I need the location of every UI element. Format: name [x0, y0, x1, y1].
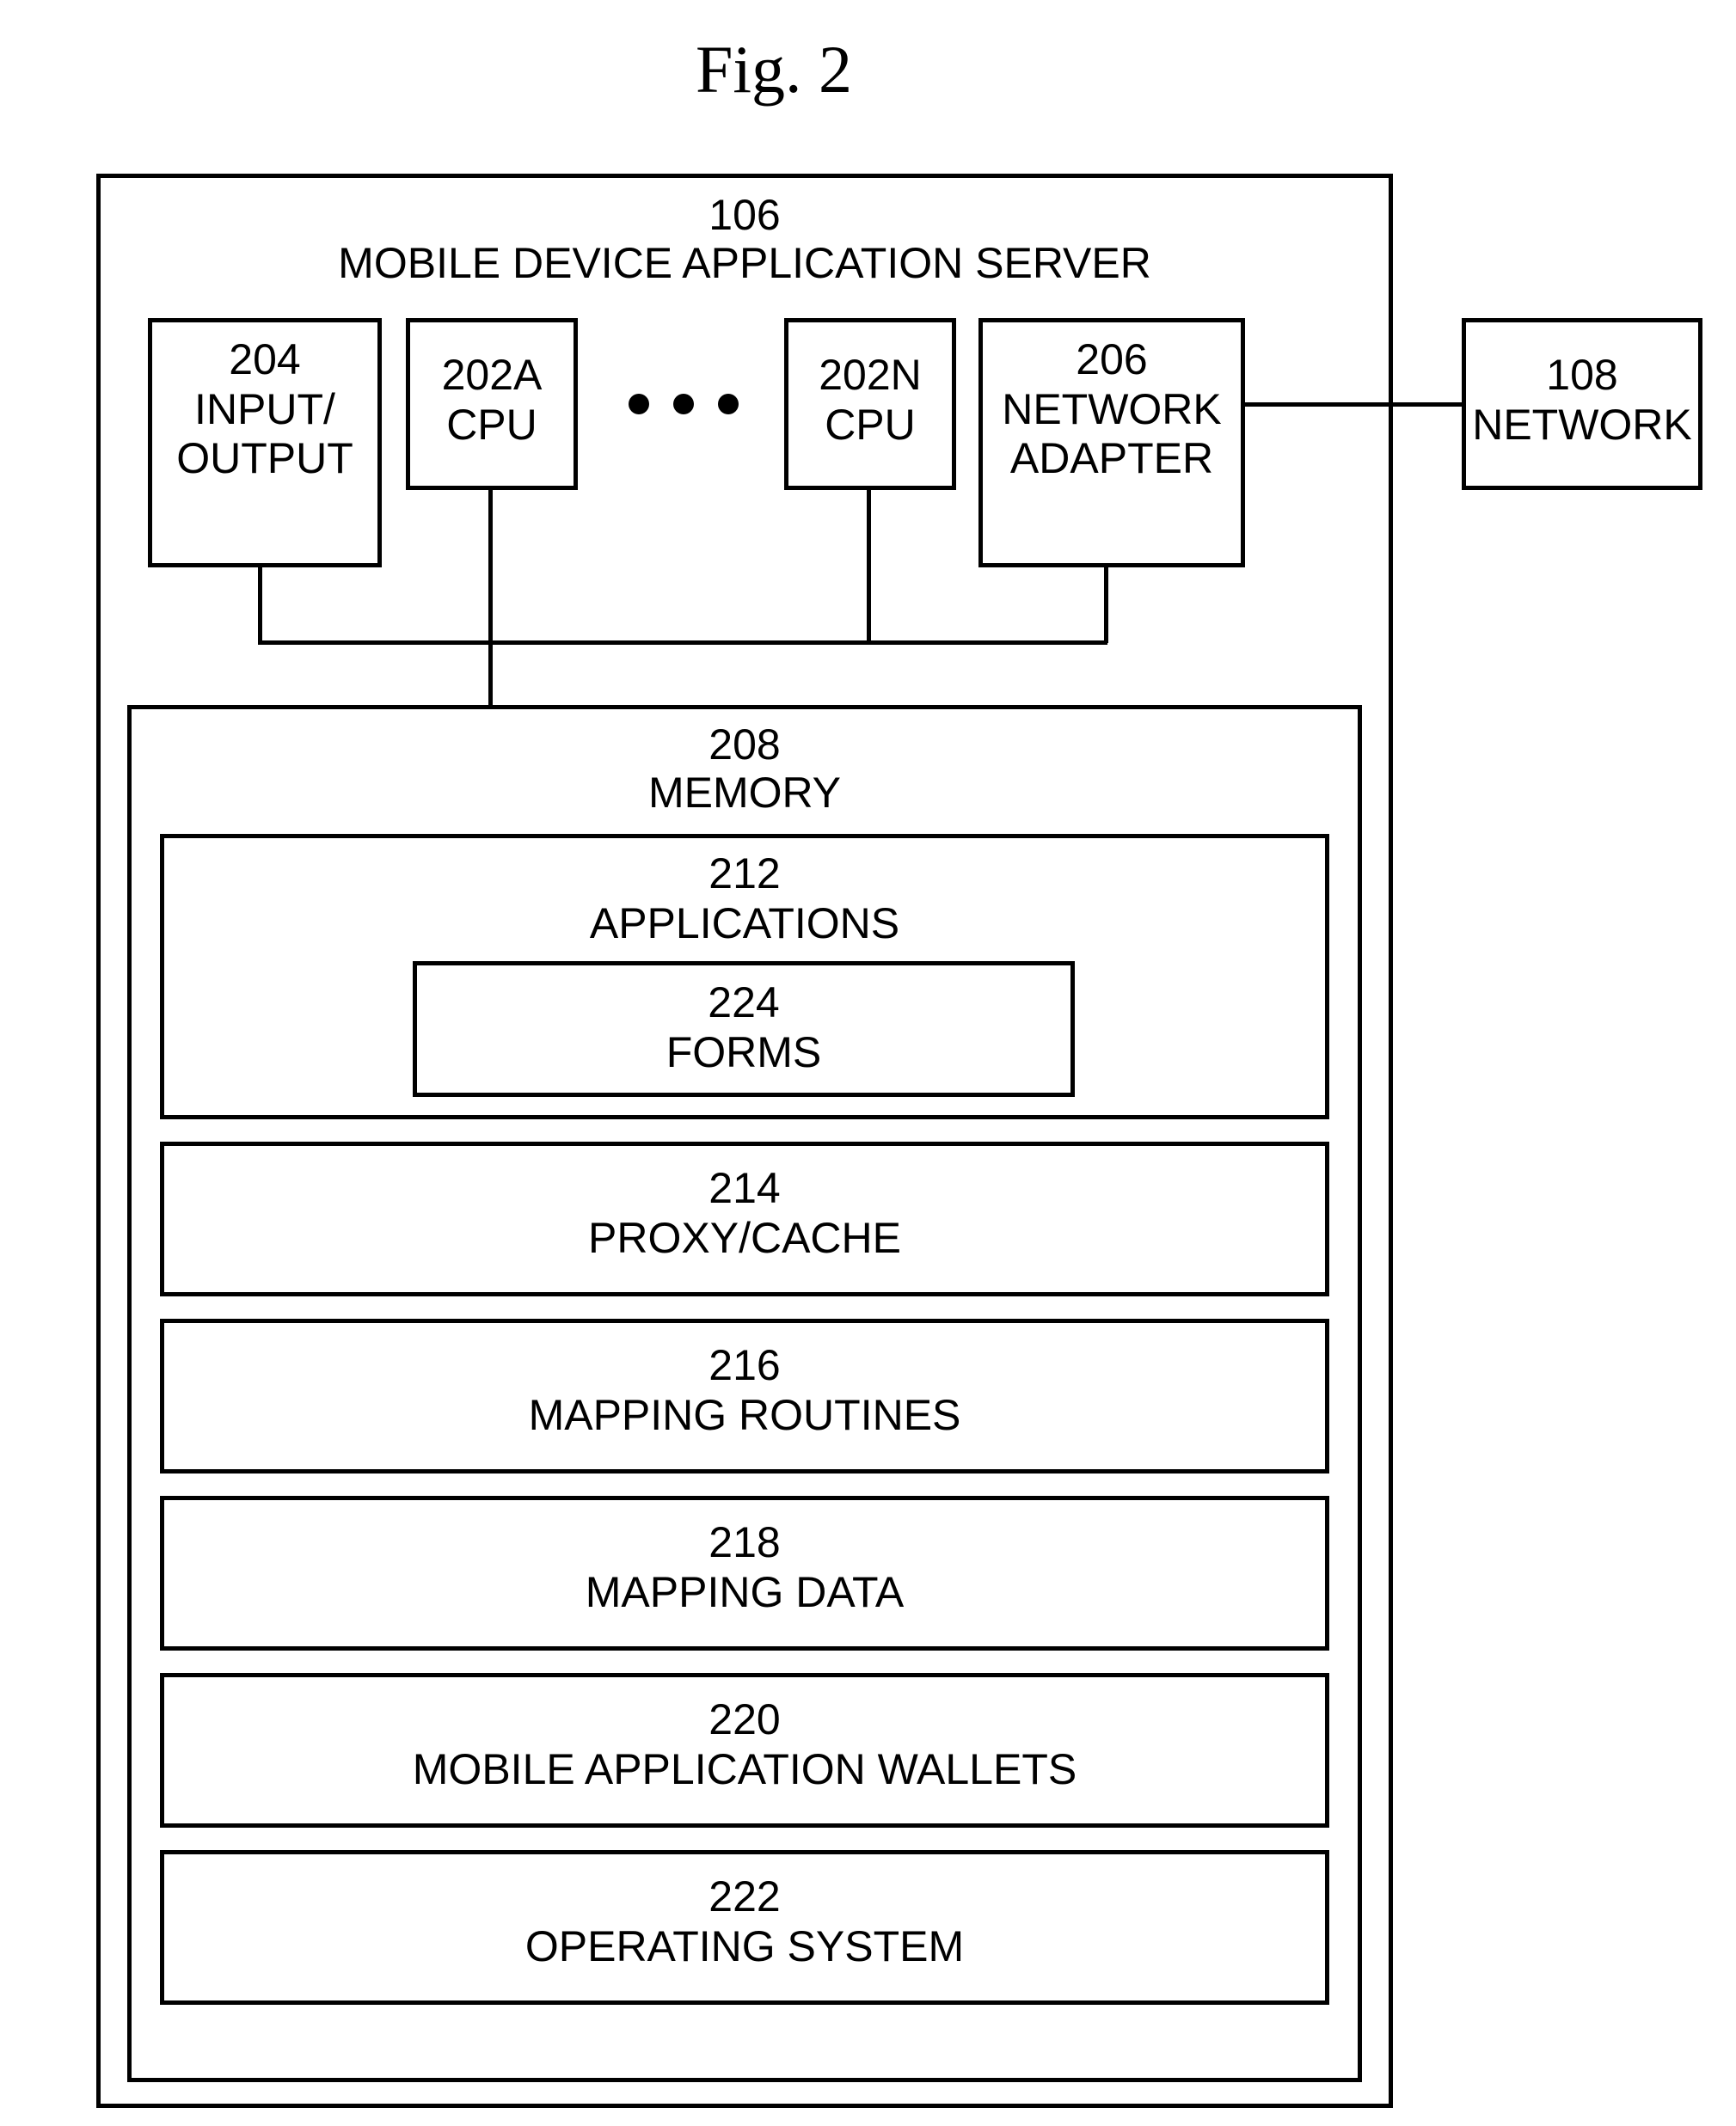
mapping-data-text: MAPPING DATA — [160, 1568, 1329, 1618]
figure-title: Fig. 2 — [602, 31, 946, 108]
proxy-cache-ref: 214 — [160, 1164, 1329, 1214]
network-adapter-text-1: NETWORK — [978, 385, 1245, 435]
mapping-data-ref: 218 — [160, 1518, 1329, 1568]
diagram-canvas: Fig. 2 106 MOBILE DEVICE APPLICATION SER… — [0, 0, 1736, 2126]
os-label: 222 OPERATING SYSTEM — [160, 1872, 1329, 1971]
applications-text: APPLICATIONS — [160, 899, 1329, 949]
mapping-routines-ref: 216 — [160, 1341, 1329, 1391]
server-ref: 106 — [96, 191, 1393, 241]
server-label: MOBILE DEVICE APPLICATION SERVER — [96, 239, 1393, 289]
network-label: 108 NETWORK — [1462, 351, 1702, 450]
io-ref: 204 — [148, 335, 382, 385]
bus-drop-cpu-a — [488, 490, 493, 643]
bus-drop-io — [258, 567, 262, 643]
dot-icon — [718, 394, 739, 414]
wallets-label: 220 MOBILE APPLICATION WALLETS — [160, 1695, 1329, 1794]
bus-to-memory — [488, 640, 493, 705]
memory-label: MEMORY — [127, 769, 1362, 818]
mapping-routines-label: 216 MAPPING ROUTINES — [160, 1341, 1329, 1440]
memory-ref: 208 — [127, 720, 1362, 770]
forms-label: 224 FORMS — [413, 978, 1075, 1077]
cpu-a-label: 202A CPU — [406, 351, 578, 450]
io-text-1: INPUT/ — [148, 385, 382, 435]
os-text: OPERATING SYSTEM — [160, 1922, 1329, 1972]
network-adapter-text-2: ADAPTER — [978, 434, 1245, 484]
network-adapter-label: 206 NETWORK ADAPTER — [978, 335, 1245, 484]
mapping-routines-text: MAPPING ROUTINES — [160, 1391, 1329, 1441]
applications-ref: 212 — [160, 849, 1329, 899]
cpu-n-text: CPU — [784, 401, 956, 450]
bus-horizontal — [258, 640, 1107, 645]
cpu-a-ref: 202A — [406, 351, 578, 401]
wallets-ref: 220 — [160, 1695, 1329, 1745]
network-text: NETWORK — [1462, 401, 1702, 450]
io-label: 204 INPUT/ OUTPUT — [148, 335, 382, 484]
dot-icon — [673, 394, 694, 414]
wallets-text: MOBILE APPLICATION WALLETS — [160, 1745, 1329, 1795]
bus-drop-network-adapter — [1104, 567, 1108, 643]
proxy-cache-label: 214 PROXY/CACHE — [160, 1164, 1329, 1263]
forms-ref: 224 — [413, 978, 1075, 1028]
network-link — [1245, 402, 1462, 407]
io-text-2: OUTPUT — [148, 434, 382, 484]
bus-drop-cpu-n — [867, 490, 871, 643]
network-adapter-ref: 206 — [978, 335, 1245, 385]
forms-text: FORMS — [413, 1028, 1075, 1078]
cpu-n-ref: 202N — [784, 351, 956, 401]
proxy-cache-text: PROXY/CACHE — [160, 1214, 1329, 1264]
applications-label: 212 APPLICATIONS — [160, 849, 1329, 948]
cpu-n-label: 202N CPU — [784, 351, 956, 450]
ellipsis-icon — [610, 394, 757, 414]
mapping-data-label: 218 MAPPING DATA — [160, 1518, 1329, 1617]
dot-icon — [629, 394, 649, 414]
os-ref: 222 — [160, 1872, 1329, 1922]
network-ref: 108 — [1462, 351, 1702, 401]
cpu-a-text: CPU — [406, 401, 578, 450]
